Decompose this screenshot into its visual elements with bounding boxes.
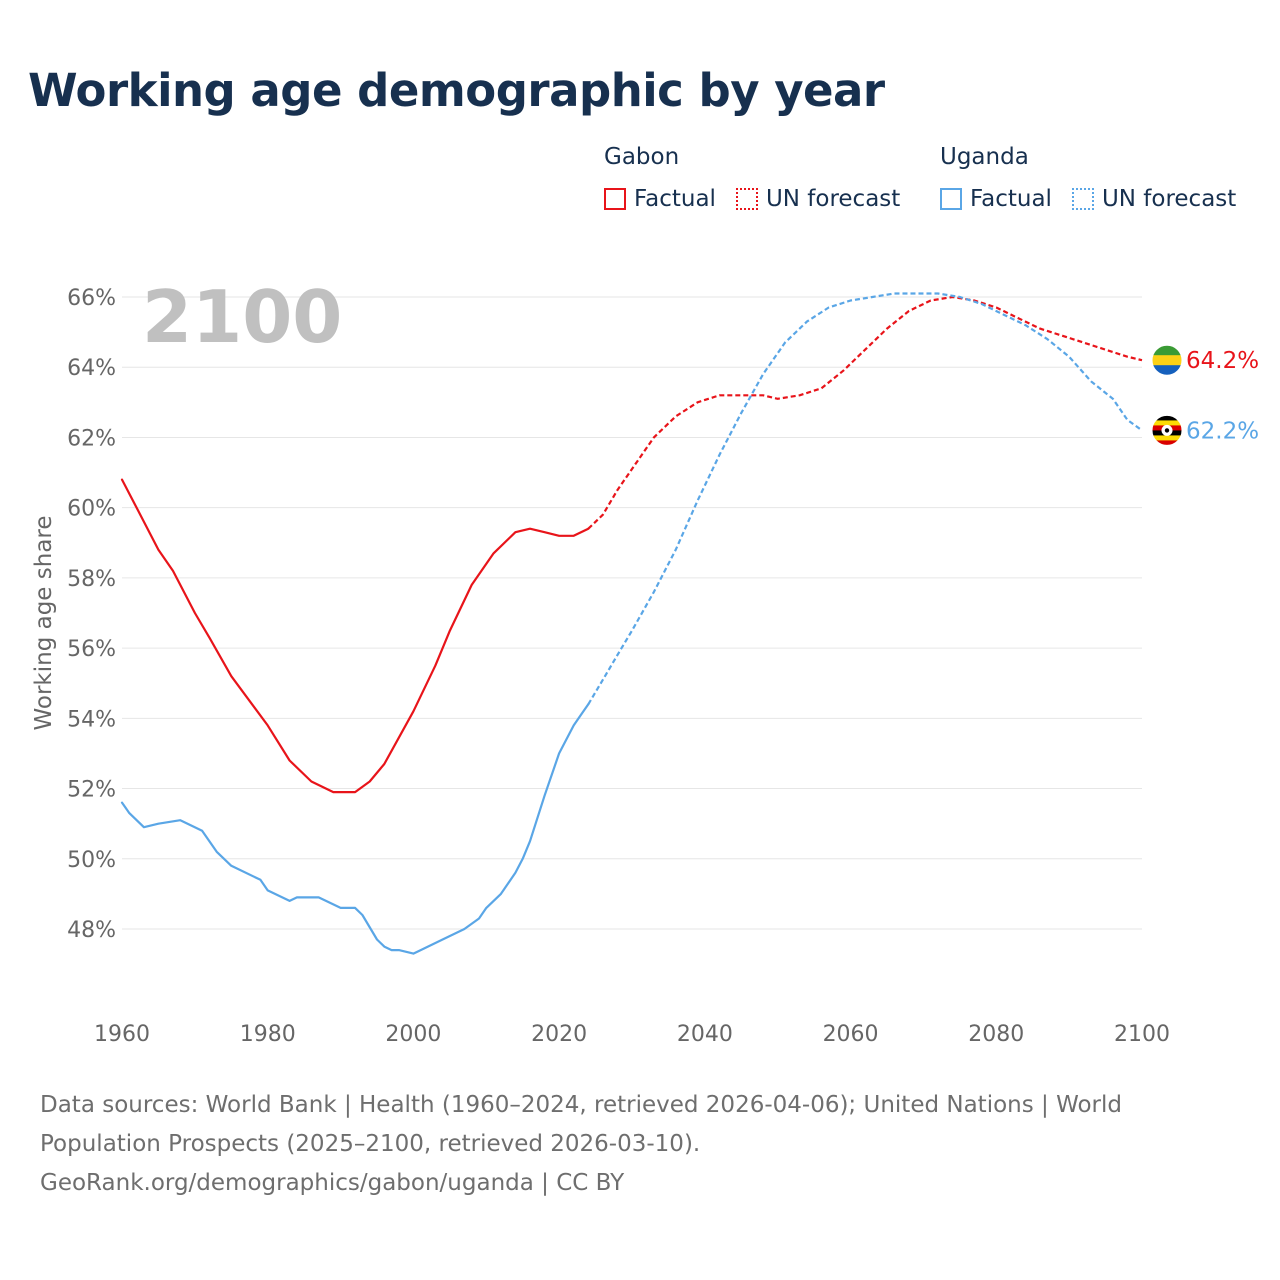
- series-line-gabon-factual: [120, 478, 590, 794]
- legend-item-uganda-factual[interactable]: Factual: [940, 186, 1052, 212]
- y-tick-label: 54%: [67, 707, 116, 732]
- line-chart: 48% 50% 52% 54% 56% 58% 60% 62% 64% 66% 1960 1980 20…: [31, 275, 1259, 1047]
- legend-label: Factual: [634, 186, 716, 212]
- y-tick-label: 62%: [67, 426, 116, 451]
- x-tick-label: 2100: [1114, 1022, 1170, 1047]
- legend-item-gabon-factual[interactable]: Factual: [604, 186, 716, 212]
- legend-swatch-dotted: [735, 188, 758, 210]
- data-sources: Data sources: World Bank | Health (1960–…: [40, 1086, 1220, 1203]
- legend-uganda: Uganda Factual UN forecast: [940, 144, 1236, 212]
- flag-uganda-icon: [1151, 414, 1183, 446]
- y-tick-label: 60%: [67, 497, 116, 522]
- year-label: 2100: [142, 275, 342, 359]
- x-tick-label: 1960: [94, 1022, 150, 1047]
- x-tick-label: 2020: [531, 1022, 587, 1047]
- flag-gabon-icon: [1151, 344, 1183, 376]
- legend-label: UN forecast: [765, 186, 901, 212]
- end-value-label-gabon: 64.2%: [1186, 348, 1259, 374]
- series-line-uganda-forecast: [587, 292, 1143, 705]
- series-line-uganda-factual: [120, 703, 590, 955]
- sources-link[interactable]: GeoRank.org/demographics/gabon/uganda | …: [40, 1170, 625, 1196]
- sources-line: Population Prospects (2025–2100, retriev…: [40, 1131, 701, 1157]
- legend-gabon: Gabon Factual UN forecast: [604, 144, 920, 212]
- legend-group-name: Gabon: [604, 144, 680, 170]
- y-tick-label: 50%: [67, 848, 116, 873]
- y-tick-label: 58%: [67, 567, 116, 592]
- legend-item-uganda-forecast[interactable]: UN forecast: [1071, 186, 1237, 212]
- legend-label: UN forecast: [1101, 186, 1237, 212]
- legend-swatch-solid: [604, 188, 626, 210]
- end-value-label-uganda: 62.2%: [1186, 418, 1259, 444]
- series-line-gabon-forecast: [587, 295, 1143, 530]
- y-tick-label: 64%: [67, 356, 116, 381]
- chart-title: Working age demographic by year: [28, 64, 885, 117]
- x-tick-label: 1980: [240, 1022, 296, 1047]
- y-tick-label: 56%: [67, 637, 116, 662]
- x-tick-label: 2060: [823, 1022, 879, 1047]
- x-tick-label: 2000: [385, 1022, 441, 1047]
- y-tick-label: 52%: [67, 778, 116, 803]
- legend-item-gabon-forecast[interactable]: UN forecast: [735, 186, 901, 212]
- y-axis-label: Working age share: [31, 515, 57, 730]
- legend-swatch-solid: [940, 188, 962, 210]
- y-tick-label: 66%: [67, 286, 116, 311]
- y-tick-label: 48%: [67, 918, 116, 943]
- legend-label: Factual: [970, 186, 1052, 212]
- legend-group-name: Uganda: [940, 144, 1029, 170]
- x-tick-label: 2040: [677, 1022, 733, 1047]
- sources-line: Data sources: World Bank | Health (1960–…: [40, 1092, 1122, 1118]
- x-tick-label: 2080: [968, 1022, 1024, 1047]
- legend-swatch-dotted: [1071, 188, 1094, 210]
